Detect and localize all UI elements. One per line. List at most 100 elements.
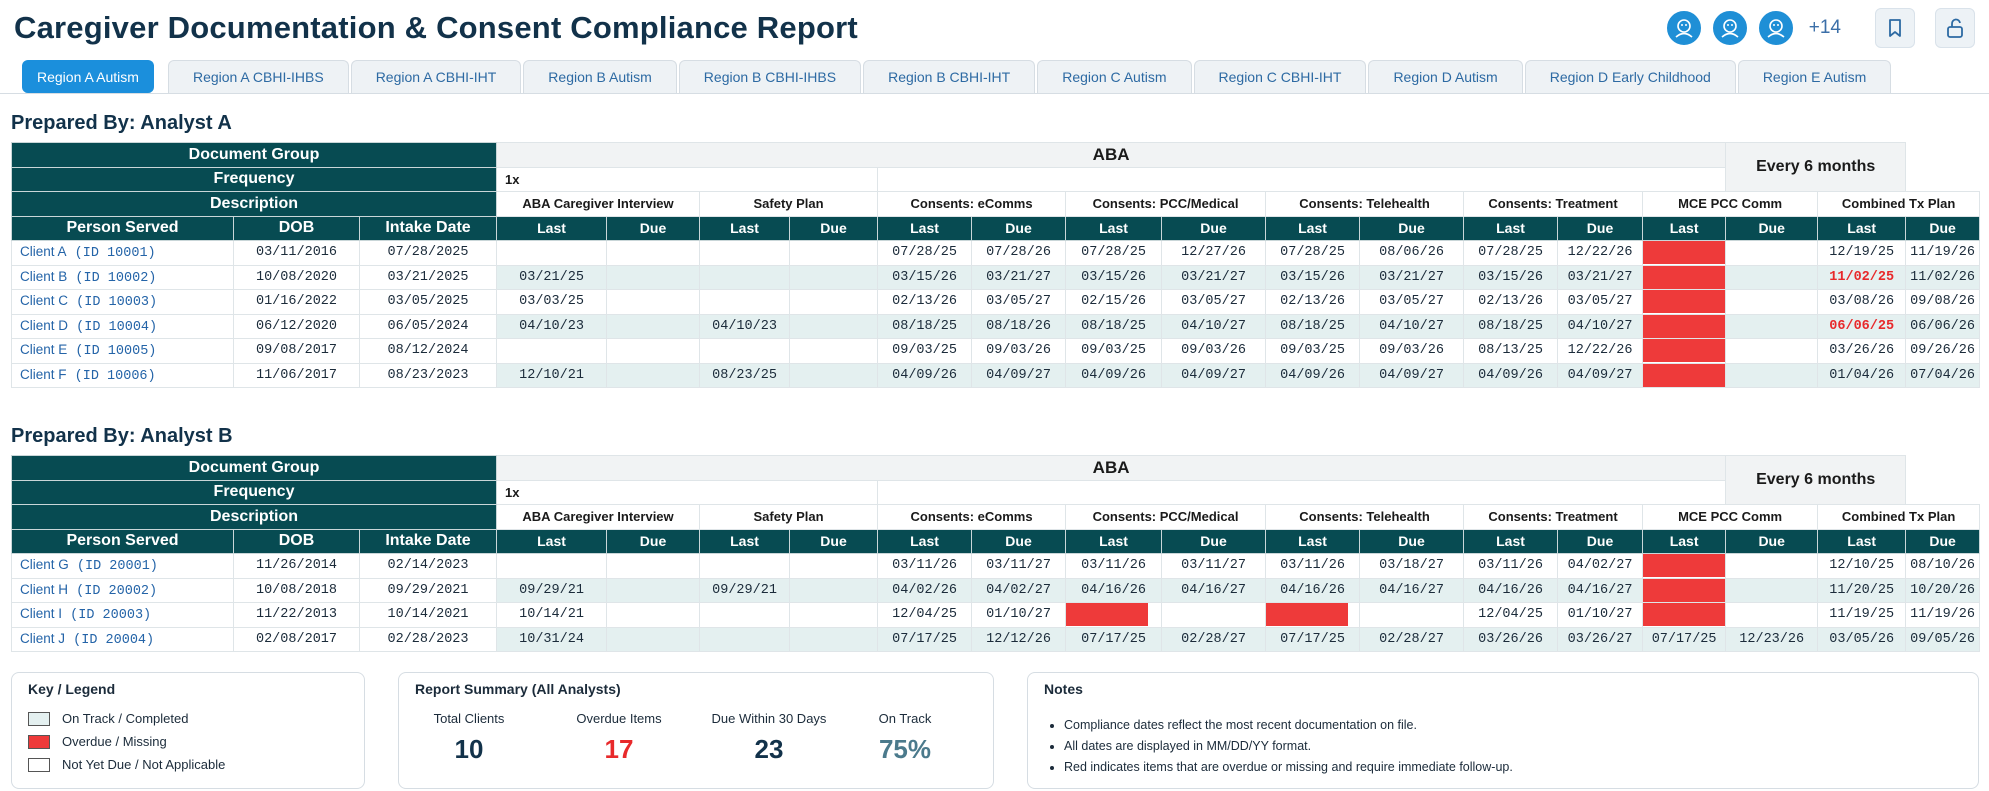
summary-title: Report Summary (All Analysts)	[415, 681, 621, 697]
dob-cell: 11/26/2014	[233, 553, 360, 579]
overdue-cell	[1642, 362, 1727, 388]
client-link[interactable]: Client F (ID 10006)	[11, 362, 234, 388]
unlock-button[interactable]	[1935, 8, 1975, 48]
intake-date-cell: 02/14/2023	[358, 553, 498, 579]
date-cell	[1725, 240, 1819, 266]
note-item: Red indicates items that are overdue or …	[1064, 757, 1513, 778]
client-link[interactable]: Client D (ID 10004)	[11, 313, 234, 339]
description-cell: Consents: Telehealth	[1265, 191, 1465, 217]
client-link[interactable]: Client H (ID 20002)	[11, 577, 234, 603]
date-cell	[789, 553, 879, 579]
document-group-header: Document Group	[10, 142, 498, 168]
date-cell: 09/26/26	[1905, 338, 1980, 364]
legend-item-overdue: Overdue / Missing	[28, 734, 167, 749]
date-cell	[606, 602, 701, 628]
due-header: Due	[971, 215, 1067, 241]
tab-region-a-cbhi-iht[interactable]: Region A CBHI-IHT	[350, 60, 522, 93]
date-cell: 03/11/26	[877, 553, 973, 579]
person-served-header: Person Served	[11, 215, 234, 241]
description-header: Description	[10, 504, 498, 530]
client-name: Client D	[20, 317, 69, 333]
more-users-count[interactable]: +14	[1808, 17, 1841, 38]
tab-region-b-cbhi-iht[interactable]: Region B CBHI-IHT	[863, 60, 1036, 93]
client-link[interactable]: Client A (ID 10001)	[11, 240, 234, 266]
tab-region-a-autism[interactable]: Region A Autism	[22, 60, 154, 93]
date-cell	[699, 602, 791, 628]
date-cell: 04/10/23	[699, 313, 791, 339]
date-cell: 12/10/21	[496, 362, 608, 388]
date-cell: 03/18/27	[1359, 553, 1465, 579]
dob-cell: 11/22/2013	[233, 602, 360, 628]
client-link[interactable]: Client J (ID 20004)	[11, 626, 234, 652]
date-cell: 04/02/26	[877, 577, 973, 603]
client-id: (ID 20001)	[76, 559, 158, 575]
bookmark-button[interactable]	[1875, 8, 1915, 48]
date-cell: 04/09/27	[971, 362, 1067, 388]
overdue-fill	[1643, 578, 1725, 602]
overdue-cell	[1642, 338, 1727, 364]
date-cell: 09/03/26	[1161, 338, 1267, 364]
tab-region-a-cbhi-ihbs[interactable]: Region A CBHI-IHBS	[167, 60, 349, 93]
date-cell: 03/21/25	[496, 264, 608, 290]
date-cell: 03/11/26	[1265, 553, 1361, 579]
date-cell: 02/15/26	[1065, 289, 1163, 315]
user-avatar-3[interactable]	[1756, 9, 1795, 47]
client-id: (ID 10006)	[74, 368, 156, 384]
stat-overdue-items: Overdue Items 17	[549, 711, 689, 765]
client-name: Client H	[20, 581, 69, 597]
date-cell: 04/16/27	[1161, 577, 1267, 603]
date-cell	[789, 264, 879, 290]
tab-region-c-autism[interactable]: Region C Autism	[1037, 60, 1192, 93]
table-row: Client A (ID 10001) 03/11/2016 07/28/2025 0…	[11, 240, 1980, 266]
date-cell: 12/22/26	[1557, 240, 1644, 266]
table-row: Client C (ID 10003) 01/16/2022 03/05/2025 0…	[11, 289, 1980, 315]
frequency-header: Frequency	[10, 479, 498, 505]
stat-on-track: On Track 75%	[835, 711, 975, 765]
user-avatar-2[interactable]	[1710, 9, 1749, 47]
overdue-cell	[1642, 313, 1727, 339]
tab-region-b-autism[interactable]: Region B Autism	[523, 60, 677, 93]
client-link[interactable]: Client C (ID 10003)	[11, 289, 234, 315]
tab-region-b-cbhi-ihbs[interactable]: Region B CBHI-IHBS	[678, 60, 862, 93]
dob-cell: 09/08/2017	[233, 338, 360, 364]
date-cell: 04/09/27	[1359, 362, 1465, 388]
date-cell	[1359, 602, 1465, 628]
dob-cell: 01/16/2022	[233, 289, 360, 315]
date-cell	[496, 240, 608, 266]
document-group-value: ABA	[496, 142, 1727, 168]
description-cell: Consents: eComms	[877, 191, 1067, 217]
client-link[interactable]: Client G (ID 20001)	[11, 553, 234, 579]
tab-region-d-autism[interactable]: Region D Autism	[1368, 60, 1523, 93]
client-id: (ID 10004)	[76, 319, 158, 335]
date-cell: 11/02/26	[1905, 264, 1980, 290]
client-link[interactable]: Client I (ID 20003)	[11, 602, 234, 628]
due-header: Due	[1557, 215, 1644, 241]
intake-date-cell: 10/14/2021	[358, 602, 498, 628]
date-cell	[606, 577, 701, 603]
date-cell: 07/28/25	[1265, 240, 1361, 266]
date-cell: 03/05/27	[1161, 289, 1267, 315]
legend-label: On Track / Completed	[62, 711, 189, 726]
notes-title: Notes	[1044, 681, 1083, 697]
tab-region-c-cbhi-iht[interactable]: Region C CBHI-IHT	[1193, 60, 1367, 93]
client-link[interactable]: Client E (ID 10005)	[11, 338, 234, 364]
notes-panel: Notes Compliance dates reflect the most …	[1027, 672, 1979, 789]
dob-header: DOB	[233, 215, 360, 241]
tab-region-e-autism[interactable]: Region E Autism	[1737, 60, 1892, 93]
user-avatar-1[interactable]	[1664, 9, 1703, 47]
client-link[interactable]: Client B (ID 10002)	[11, 264, 234, 290]
last-header: Last	[496, 215, 608, 241]
date-cell: 03/11/26	[1065, 553, 1163, 579]
date-cell	[789, 362, 879, 388]
date-cell: 09/03/26	[1359, 338, 1465, 364]
description-header: Description	[10, 191, 498, 217]
date-cell: 07/17/25	[1265, 626, 1361, 652]
date-cell: 09/03/25	[1265, 338, 1361, 364]
legend-label: Not Yet Due / Not Applicable	[62, 757, 226, 772]
date-cell: 02/13/26	[877, 289, 973, 315]
tab-region-d-early-childhood[interactable]: Region D Early Childhood	[1524, 60, 1736, 93]
overdue-fill	[1643, 314, 1725, 338]
intake-date-cell: 07/28/2025	[358, 240, 498, 266]
date-cell: 04/09/26	[1065, 362, 1163, 388]
compliance-table-analyst-b: Document Group ABA Every 6 months Frequency…	[10, 455, 1980, 652]
